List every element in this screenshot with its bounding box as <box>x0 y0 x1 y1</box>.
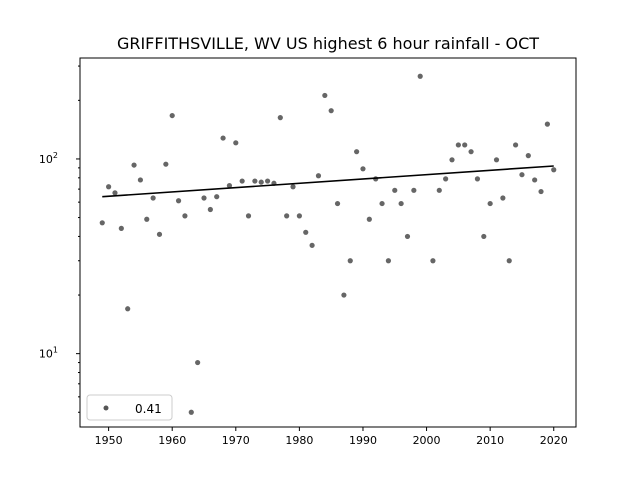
data-point <box>411 187 417 193</box>
data-point <box>277 115 283 121</box>
y-tick-label: 102 <box>39 151 58 166</box>
data-point <box>315 173 322 179</box>
data-point <box>474 176 481 182</box>
x-tick-label: 1950 <box>95 434 123 447</box>
x-tick-label: 1970 <box>222 434 250 447</box>
data-point <box>106 184 112 190</box>
data-point <box>360 166 366 172</box>
data-point <box>163 161 169 167</box>
data-point <box>201 195 207 201</box>
data-point <box>309 242 315 248</box>
data-point <box>137 177 144 183</box>
data-point <box>379 200 385 207</box>
data-point <box>544 121 550 127</box>
data-point <box>226 182 233 189</box>
data-point <box>290 184 296 190</box>
data-point <box>99 220 105 226</box>
data-point <box>182 213 188 219</box>
data-point <box>188 409 194 415</box>
data-point <box>258 179 264 185</box>
data-point <box>493 157 500 163</box>
data-point <box>443 176 449 182</box>
data-point <box>506 258 512 264</box>
legend-label: 0.41 <box>135 402 162 416</box>
data-point <box>207 206 213 213</box>
data-point <box>245 213 252 219</box>
data-point <box>398 200 404 207</box>
chart-title: GRIFFITHSVILLE, WV US highest 6 hour rai… <box>117 34 539 53</box>
data-point <box>150 195 156 201</box>
x-tick-label: 1960 <box>158 434 186 447</box>
x-tick-label: 1980 <box>285 434 313 447</box>
data-point <box>220 135 226 141</box>
data-point <box>322 92 328 99</box>
data-point <box>468 149 474 155</box>
data-point <box>169 112 175 119</box>
trend-line <box>102 165 554 198</box>
data-point <box>303 229 309 235</box>
data-point <box>144 216 150 222</box>
data-point <box>449 157 455 163</box>
data-point <box>532 177 538 183</box>
y-tick-label: 101 <box>39 346 58 361</box>
data-point <box>233 140 239 146</box>
legend-marker <box>103 405 109 411</box>
x-tick-label: 2010 <box>476 434 504 447</box>
data-point <box>175 198 182 204</box>
data-point <box>487 200 493 207</box>
data-point <box>455 142 461 148</box>
data-point <box>347 258 353 264</box>
data-point <box>436 187 442 193</box>
data-point <box>125 306 131 312</box>
legend: 0.41 <box>86 394 173 421</box>
data-point <box>131 162 137 168</box>
data-point <box>118 225 124 231</box>
data-point <box>519 172 525 178</box>
data-point <box>404 233 411 240</box>
data-point <box>462 142 468 148</box>
data-point <box>214 194 220 200</box>
x-tick-label: 1990 <box>349 434 377 447</box>
data-point <box>252 178 258 184</box>
data-point <box>500 195 506 201</box>
data-point <box>341 292 347 298</box>
data-point <box>195 359 201 366</box>
data-point <box>551 167 557 173</box>
data-point <box>385 258 392 264</box>
x-tick-label: 2020 <box>540 434 568 447</box>
data-point <box>264 178 271 184</box>
data-point <box>512 142 519 148</box>
data-point <box>392 187 398 193</box>
data-point <box>481 233 487 240</box>
data-point <box>334 200 341 207</box>
data-point <box>328 108 334 114</box>
data-point <box>525 153 531 159</box>
data-point <box>354 149 360 155</box>
data-point <box>284 213 290 219</box>
data-point <box>430 258 436 264</box>
x-tick-label: 2000 <box>413 434 441 447</box>
legend-box <box>86 394 173 421</box>
data-point <box>538 188 544 195</box>
data-point <box>112 190 118 196</box>
data-point <box>366 216 372 222</box>
plot-frame <box>79 57 577 428</box>
data-point <box>239 178 245 184</box>
data-point <box>156 231 163 237</box>
data-point <box>296 213 302 219</box>
data-point <box>417 73 423 79</box>
